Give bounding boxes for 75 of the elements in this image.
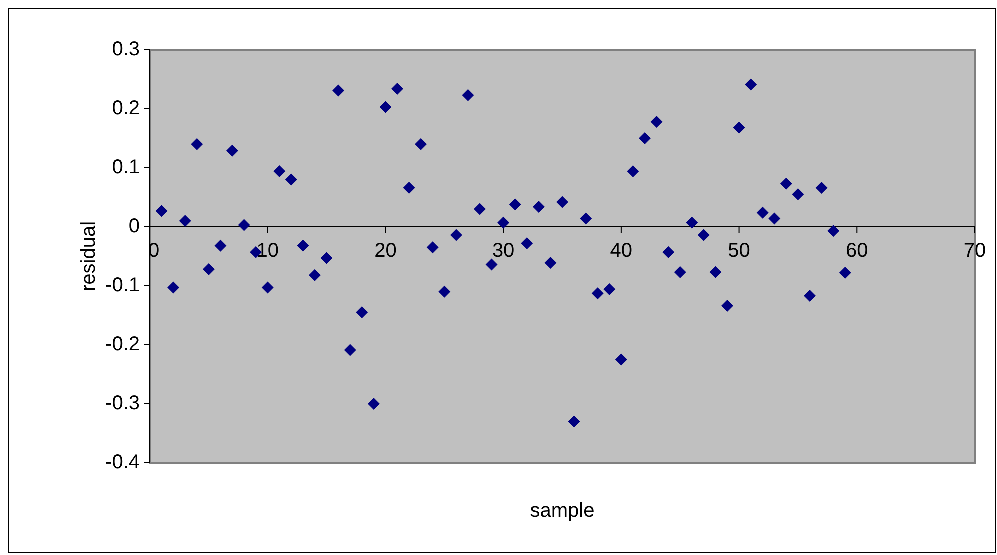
point	[592, 288, 604, 300]
point	[532, 200, 545, 213]
point	[568, 416, 580, 428]
point	[498, 216, 510, 229]
point	[191, 138, 204, 150]
point	[262, 282, 274, 294]
x-tick-label: 30	[492, 240, 515, 262]
point	[380, 101, 392, 114]
point	[285, 174, 298, 186]
y-tick-label: 0.3	[112, 38, 140, 60]
point	[698, 229, 710, 242]
point	[332, 84, 345, 97]
point	[733, 122, 746, 134]
point	[450, 229, 462, 242]
point	[804, 290, 816, 302]
y-axis-title: residual	[78, 221, 100, 292]
point	[226, 144, 238, 157]
point	[474, 203, 486, 216]
point	[839, 267, 852, 280]
point	[309, 269, 321, 282]
point	[615, 354, 628, 366]
x-tick-label: 10	[256, 240, 279, 262]
point	[438, 286, 451, 298]
point	[556, 196, 568, 208]
point	[650, 116, 663, 128]
point	[768, 212, 781, 225]
y-tick-label: 0.1	[112, 156, 140, 178]
point	[320, 252, 333, 264]
point	[674, 266, 686, 278]
point	[486, 258, 498, 271]
point	[816, 182, 828, 194]
point	[274, 166, 286, 178]
point	[780, 178, 792, 190]
point	[722, 300, 734, 312]
point	[426, 242, 439, 254]
point	[756, 206, 769, 219]
x-tick-label: 40	[610, 240, 633, 262]
point	[627, 166, 640, 178]
point	[392, 82, 404, 95]
y-tick-label: -0.4	[106, 451, 140, 474]
point	[662, 246, 675, 258]
x-tick-label: 60	[846, 240, 868, 262]
point	[368, 398, 380, 410]
x-tick-label: 20	[374, 240, 397, 262]
point	[509, 198, 522, 211]
point	[344, 344, 356, 356]
point	[580, 212, 592, 225]
point	[686, 216, 698, 229]
point	[179, 215, 192, 228]
x-tick-label: 50	[728, 240, 750, 262]
x-tick-label: 70	[964, 240, 986, 262]
point	[604, 284, 616, 296]
point	[238, 219, 250, 232]
point	[156, 205, 168, 218]
point	[710, 266, 722, 278]
point	[297, 240, 310, 252]
point	[544, 256, 557, 269]
y-tick-label: -0.1	[106, 274, 140, 296]
point	[828, 225, 840, 238]
point	[462, 89, 474, 102]
point	[202, 263, 215, 276]
y-tick-label: -0.2	[106, 333, 140, 356]
point	[168, 282, 180, 294]
y-tick-label: 0.2	[112, 97, 140, 120]
y-tick-label: 0	[128, 215, 140, 238]
point	[214, 240, 227, 252]
point	[792, 188, 804, 201]
point	[415, 138, 428, 150]
point	[403, 182, 416, 194]
x-axis-title: sample	[530, 500, 595, 522]
point	[356, 306, 368, 319]
point	[639, 132, 651, 144]
y-tick-label: -0.3	[106, 392, 140, 414]
point	[745, 78, 758, 91]
point	[521, 238, 534, 250]
